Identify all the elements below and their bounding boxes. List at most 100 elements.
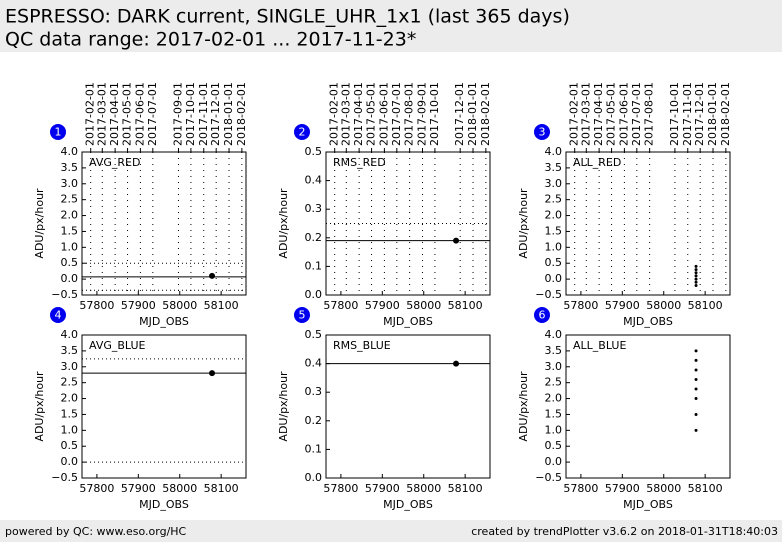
date-tick-label: 2017-05-01 [365,82,378,146]
date-tick-label: 2017-06-01 [133,82,146,146]
y-tick-label: 1.0 [61,423,79,436]
y-tick-label: 0.5 [545,439,563,452]
y-tick-label: 4.0 [545,145,563,158]
y-tick-label: 1.0 [545,423,563,436]
x-tick-label: 57900 [121,299,156,312]
date-tick-label: 2017-12-01 [209,82,222,146]
x-tick-label: 57900 [121,482,156,495]
x-tick-label: 58000 [162,482,197,495]
data-point [694,349,698,353]
y-tick-label: 4.0 [61,145,79,158]
x-tick-label: 57900 [605,482,640,495]
data-point [694,387,698,391]
y-tick-label: 0.5 [305,145,323,158]
y-axis-label: ADU/px/hour [33,188,46,259]
y-axis-label: ADU/px/hour [33,371,46,442]
y-tick-label: 1.0 [545,240,563,253]
date-tick-label: 2017-07-01 [390,82,403,146]
y-tick-label: 0.5 [545,256,563,269]
panel-number: 4 [55,309,62,322]
y-tick-label: 1.0 [61,240,79,253]
footer-bar [0,520,782,542]
plot-area [82,152,246,295]
date-tick-label: 2017-03-01 [579,82,592,146]
y-axis-label: ADU/px/hour [277,188,290,259]
data-point [694,268,698,272]
date-tick-label: 2017-04-01 [108,82,121,146]
x-tick-label: 58000 [406,299,441,312]
y-tick-label: 4.0 [61,328,79,341]
data-point [694,271,698,275]
date-tick-label: 2017-12-01 [453,82,466,146]
data-point [694,280,698,284]
plot-frame [565,151,731,296]
date-tick-label: 2018-02-01 [719,82,732,146]
date-tick-label: 2017-02-01 [568,82,581,146]
y-tick-label: 1.5 [61,407,79,420]
y-tick-label: 0.3 [305,385,323,398]
y-tick-label: 0.0 [545,455,563,468]
plot-area [326,335,490,478]
plot-area [566,152,730,295]
date-tick-label: 2018-01-01 [222,82,235,146]
y-tick-label: 3.0 [61,360,79,373]
x-axis-label: MJD_OBS [139,498,189,511]
x-axis-label: MJD_OBS [623,498,673,511]
date-tick-label: 2018-01-01 [466,82,479,146]
data-point [694,397,698,401]
plot-frame [565,334,731,479]
y-tick-label: 2.0 [61,209,79,222]
date-tick-label: 2017-08-01 [643,82,656,146]
data-point [694,368,698,372]
date-tick-label: 2017-03-01 [339,82,352,146]
x-tick-label: 58000 [406,482,441,495]
x-axis-label: MJD_OBS [383,315,433,328]
data-point [453,237,460,244]
panel-title: RMS_BLUE [333,339,391,352]
page-title: ESPRESSO: DARK current, SINGLE_UHR_1x1 (… [5,6,570,28]
x-axis-label: MJD_OBS [139,315,189,328]
panel-badge [294,124,310,140]
y-tick-label: 1.5 [61,224,79,237]
x-tick-label: 58100 [688,482,723,495]
panel-number: 5 [299,309,306,322]
data-point [209,370,216,377]
date-tick-label: 2017-08-01 [403,82,416,146]
x-tick-label: 57900 [605,299,640,312]
date-tick-label: 2017-10-01 [428,82,441,146]
plot-frame [325,334,491,479]
x-tick-label: 58000 [646,482,681,495]
y-tick-label: 2.0 [545,392,563,405]
x-tick-label: 57900 [365,482,400,495]
x-tick-label: 57900 [365,299,400,312]
data-point [453,360,460,367]
data-point [694,264,698,268]
y-tick-label: 3.0 [545,360,563,373]
y-tick-label: 0.4 [305,174,323,187]
y-axis-label: ADU/px/hour [277,371,290,442]
panel-number: 6 [539,309,546,322]
x-tick-label: 58100 [448,482,483,495]
date-tick-label: 2017-09-01 [171,82,184,146]
date-tick-label: 2017-09-01 [415,82,428,146]
y-tick-label: 0.0 [61,455,79,468]
plot-area [82,335,246,478]
data-point [694,428,698,432]
plot-frame [81,334,247,479]
date-tick-label: 2017-07-01 [146,82,159,146]
y-tick-label: 4.0 [545,328,563,341]
date-tick-label: 2017-07-01 [630,82,643,146]
plot-frame [81,151,247,296]
y-tick-label: 1.5 [545,224,563,237]
panel-number: 2 [299,126,306,139]
y-tick-label: 2.0 [545,209,563,222]
panel-title: RMS_RED [333,156,386,169]
y-axis-label: ADU/px/hour [517,371,530,442]
date-tick-label: 2017-02-01 [84,82,97,146]
y-tick-label: 0.0 [545,272,563,285]
y-tick-label: 3.5 [545,161,563,174]
date-tick-label: 2017-11-01 [681,82,694,146]
x-axis-label: MJD_OBS [383,498,433,511]
y-tick-label: 2.5 [545,193,563,206]
